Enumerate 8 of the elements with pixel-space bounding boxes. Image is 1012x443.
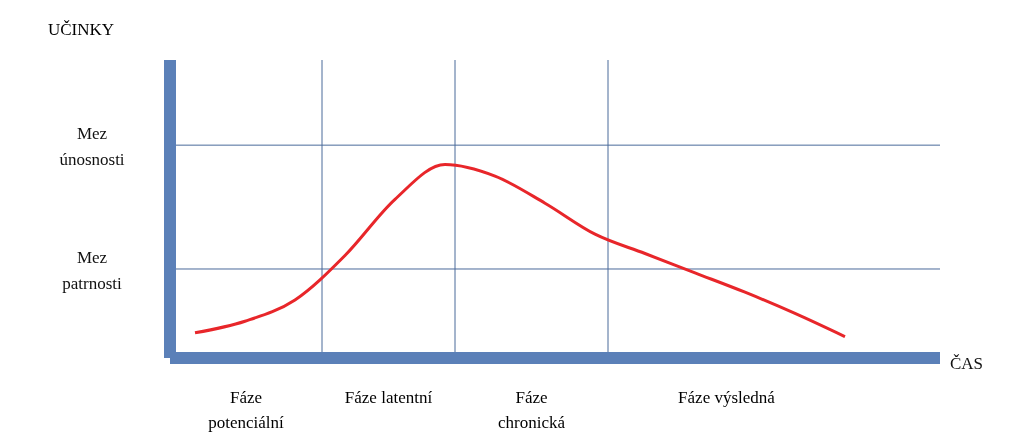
ref-line-label: Mez patrnosti	[62, 247, 123, 293]
text: Fáze latentní	[343, 387, 434, 409]
x-axis-title: ČAS	[950, 354, 984, 373]
text: Fáze chronická	[497, 387, 566, 434]
ref-line-label: Mez únosnosti	[59, 124, 125, 170]
text: UČINKY	[48, 20, 115, 40]
text: Fáze výsledná	[677, 387, 776, 409]
text: Fáze potenciální	[207, 387, 285, 434]
